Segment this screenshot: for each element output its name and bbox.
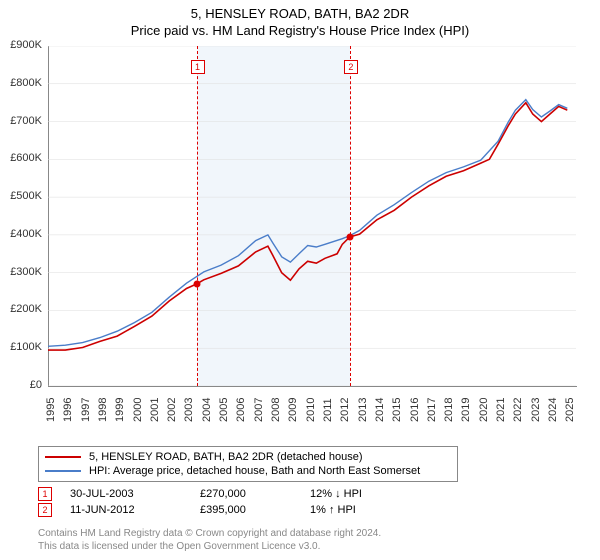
x-tick-label: 2016 [409,398,421,422]
transaction-price: £395,000 [200,504,310,516]
legend-item: 5, HENSLEY ROAD, BATH, BA2 2DR (detached… [45,450,451,464]
chart-container: 5, HENSLEY ROAD, BATH, BA2 2DR Price pai… [0,0,600,560]
y-tick-label: £700K [2,115,42,127]
transaction-chip: 2 [344,60,358,74]
transaction-row: 2 11-JUN-2012 £395,000 1% ↑ HPI [38,502,578,518]
legend-label: HPI: Average price, detached house, Bath… [89,465,420,477]
transaction-row: 1 30-JUL-2003 £270,000 12% ↓ HPI [38,486,578,502]
y-tick-label: £900K [2,39,42,51]
transaction-dot [346,233,353,240]
x-tick-label: 2021 [495,398,507,422]
title-block: 5, HENSLEY ROAD, BATH, BA2 2DR Price pai… [0,0,600,40]
x-tick-label: 2010 [305,398,317,422]
x-tick-label: 2019 [460,398,472,422]
y-tick-label: £600K [2,152,42,164]
legend-swatch [45,456,81,458]
y-tick-label: £400K [2,228,42,240]
transaction-price: £270,000 [200,488,310,500]
x-tick-label: 2024 [547,398,559,422]
x-tick-label: 2000 [132,398,144,422]
x-tick-label: 2022 [512,398,524,422]
y-tick-label: £0 [2,379,42,391]
x-tick-label: 2020 [478,398,490,422]
y-tick-label: £300K [2,266,42,278]
transaction-hpi-delta: 1% ↑ HPI [310,504,430,516]
x-tick-label: 2006 [235,398,247,422]
x-tick-label: 2023 [530,398,542,422]
y-tick-label: £500K [2,190,42,202]
transaction-chip: 1 [191,60,205,74]
transaction-dot [193,281,200,288]
x-tick-label: 2015 [391,398,403,422]
chart-subtitle: Price paid vs. HM Land Registry's House … [0,23,600,38]
x-tick-label: 2007 [253,398,265,422]
x-tick-label: 2012 [339,398,351,422]
y-tick-label: £200K [2,303,42,315]
x-tick-label: 2003 [183,398,195,422]
x-tick-label: 2013 [357,398,369,422]
x-tick-label: 1997 [80,398,92,422]
footer-line: This data is licensed under the Open Gov… [38,541,381,554]
transaction-marker-icon: 2 [38,503,52,517]
x-tick-label: 2001 [149,398,161,422]
x-tick-label: 2002 [166,398,178,422]
legend-swatch [45,470,81,472]
footer-line: Contains HM Land Registry data © Crown c… [38,528,381,541]
transaction-date: 11-JUN-2012 [70,504,200,516]
transaction-date: 30-JUL-2003 [70,488,200,500]
y-tick-label: £100K [2,341,42,353]
x-tick-label: 2011 [322,398,334,422]
x-tick-label: 2018 [443,398,455,422]
x-tick-label: 1995 [45,398,57,422]
footer-attribution: Contains HM Land Registry data © Crown c… [38,528,381,553]
transaction-vline [197,46,198,386]
legend: 5, HENSLEY ROAD, BATH, BA2 2DR (detached… [38,446,458,482]
transactions-table: 1 30-JUL-2003 £270,000 12% ↓ HPI 2 11-JU… [38,486,578,518]
x-tick-label: 2009 [287,398,299,422]
chart-area: £0£100K£200K£300K£400K£500K£600K£700K£80… [48,46,576,386]
x-tick-label: 2004 [201,398,213,422]
x-tick-label: 2014 [374,398,386,422]
y-tick-label: £800K [2,77,42,89]
x-tick-label: 2017 [426,398,438,422]
legend-item: HPI: Average price, detached house, Bath… [45,464,451,478]
plot-svg [48,46,576,386]
x-tick-label: 2008 [270,398,282,422]
x-tick-label: 1999 [114,398,126,422]
legend-label: 5, HENSLEY ROAD, BATH, BA2 2DR (detached… [89,451,363,463]
x-tick-label: 1998 [97,398,109,422]
transaction-hpi-delta: 12% ↓ HPI [310,488,430,500]
transaction-marker-icon: 1 [38,487,52,501]
x-tick-label: 1996 [62,398,74,422]
chart-title-address: 5, HENSLEY ROAD, BATH, BA2 2DR [0,6,600,21]
x-tick-label: 2025 [564,398,576,422]
x-tick-label: 2005 [218,398,230,422]
transaction-vline [350,46,351,386]
